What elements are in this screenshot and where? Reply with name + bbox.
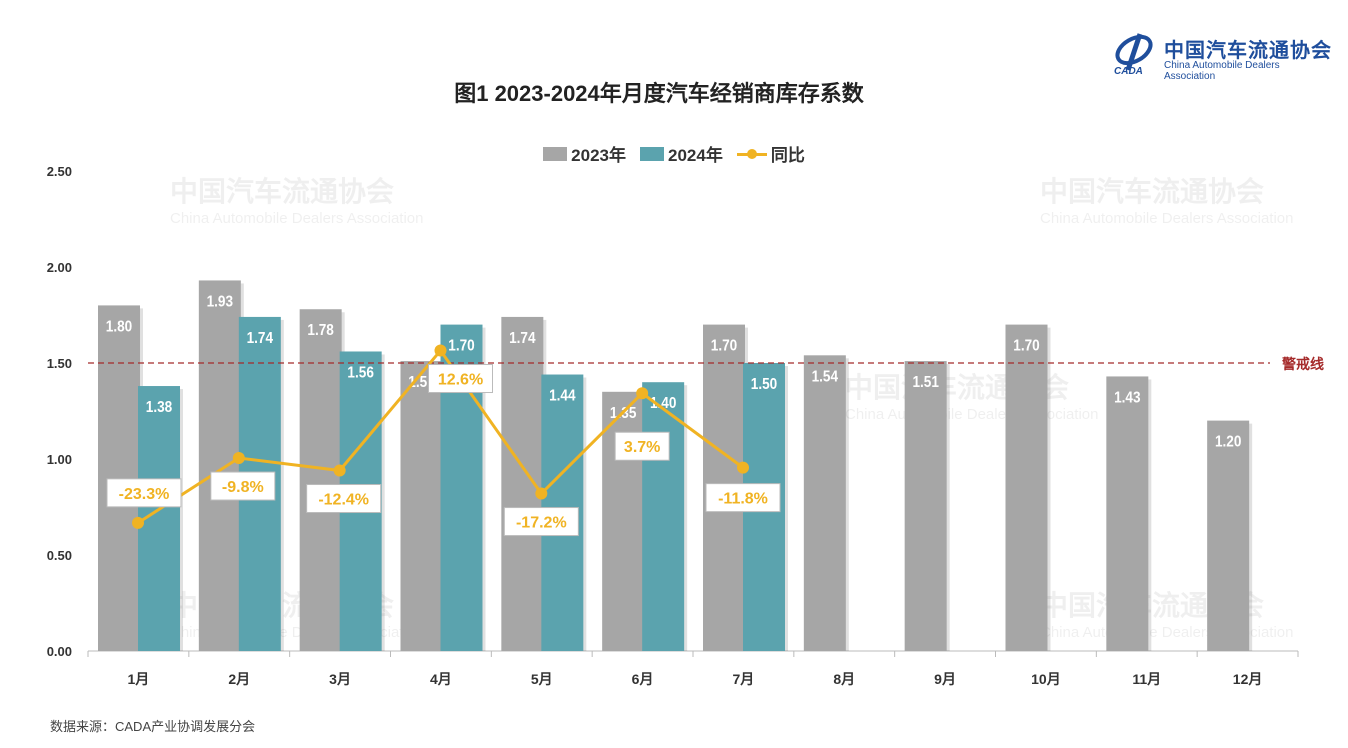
bar-2024 <box>642 382 685 651</box>
x-tick-label: 3月 <box>329 671 351 687</box>
yoy-point <box>232 452 245 465</box>
y-tick-label: 2.50 <box>47 164 72 179</box>
bar-2023 <box>501 316 544 651</box>
bar-2023 <box>904 361 947 651</box>
yoy-label-box <box>306 484 382 514</box>
chart-title: 图1 2023-2024年月度汽车经销商库存系数 <box>454 81 864 106</box>
cada-logo: CADA 中国汽车流通协会 China Automobile Dealers A… <box>1112 30 1332 82</box>
bar-label-2024: 1.70 <box>448 338 474 355</box>
x-tick-label: 7月 <box>733 671 755 687</box>
yoy-label: -9.8% <box>222 479 264 496</box>
yoy-point <box>132 516 144 529</box>
yoy-label-box <box>503 507 579 537</box>
yoy-label-box <box>614 431 670 461</box>
legend-swatch-2023 <box>543 146 568 161</box>
bar-label-2023: 1.54 <box>812 368 839 385</box>
legend-yoy: 同比 <box>736 141 805 166</box>
legend-swatch-2024 <box>640 146 664 161</box>
bar-2023 <box>400 361 443 651</box>
x-tick-label: 11月 <box>1132 671 1161 687</box>
y-tick-label: 2.00 <box>47 260 72 275</box>
bar-label-2023: 1.70 <box>1013 338 1039 355</box>
bar-label-2024: 1.56 <box>347 365 373 382</box>
yoy-label: 3.7% <box>624 439 660 456</box>
yoy-point <box>333 464 346 477</box>
x-tick-label: 9月 <box>934 671 956 687</box>
logo-en: China Automobile Dealers Association <box>1164 60 1280 82</box>
svg-text:CADA: CADA <box>1114 66 1143 76</box>
legend-swatch-yoy <box>736 147 767 161</box>
logo-cn: 中国汽车流通协会 <box>1164 38 1332 62</box>
x-tick-label: 10月 <box>1031 671 1061 687</box>
yoy-label: -11.8% <box>718 491 768 508</box>
legend-2024: 2024年 <box>640 141 723 166</box>
bar-label-2023: 1.80 <box>106 318 132 335</box>
yoy-label-box <box>705 483 781 513</box>
x-tick-label: 5月 <box>531 671 553 687</box>
legend: 2023年 2024年 同比 <box>0 141 1348 166</box>
bar-label-2023: 1.43 <box>1114 390 1140 407</box>
bar-2023 <box>299 309 342 651</box>
bar-label-2023: 1.51 <box>912 374 938 391</box>
yoy-point <box>535 487 548 500</box>
bar-label-2023: 1.70 <box>711 338 737 355</box>
x-tick-label: 1月 <box>128 671 150 687</box>
yoy-point <box>636 387 649 400</box>
yoy-label: -17.2% <box>516 515 567 532</box>
y-tick-label: 1.00 <box>47 452 72 467</box>
x-tick-label: 2月 <box>228 671 250 687</box>
bar-2023 <box>1207 420 1250 651</box>
y-tick-label: 0.00 <box>47 644 72 659</box>
bar-2023 <box>1106 376 1149 651</box>
y-tick-label: 0.50 <box>47 548 72 563</box>
cada-emblem-icon: CADA <box>1114 33 1153 76</box>
bar-label-2023: 1.74 <box>509 330 536 347</box>
bar-label-2024: 1.74 <box>247 330 274 347</box>
x-tick-label: 4月 <box>430 671 452 687</box>
bar-label-2023: 1.78 <box>307 322 333 339</box>
data-source: 数据来源：CADA产业协调发展分会 <box>50 719 256 734</box>
bar-label-2024: 1.38 <box>146 399 172 416</box>
yoy-point <box>737 461 749 474</box>
bar-2023 <box>602 391 645 651</box>
yoy-label-box <box>210 471 276 501</box>
bar-2023 <box>1005 324 1048 651</box>
bar-2023 <box>803 355 846 651</box>
x-tick-label: 6月 <box>632 671 654 687</box>
bar-label-2024: 1.50 <box>751 376 777 393</box>
y-tick-label: 1.50 <box>47 356 72 371</box>
yoy-label: 12.6% <box>438 372 483 389</box>
warning-line-label: 警戒线 <box>1282 356 1324 372</box>
x-tick-label: 12月 <box>1233 671 1263 687</box>
yoy-label-box <box>428 364 493 394</box>
bar-label-2023: 1.93 <box>207 294 233 311</box>
yoy-label-box <box>106 478 182 508</box>
yoy-point <box>434 344 447 357</box>
legend-2023: 2023年 <box>543 141 626 166</box>
bar-2023 <box>198 280 241 651</box>
yoy-label: -12.4% <box>318 492 369 509</box>
x-tick-label: 8月 <box>833 671 855 687</box>
bar-2023 <box>98 305 140 651</box>
bar-label-2023: 1.20 <box>1215 434 1241 451</box>
bar-label-2024: 1.44 <box>549 388 576 405</box>
bar-label-2024: 1.40 <box>650 395 676 412</box>
yoy-label: -23.3% <box>119 486 170 503</box>
